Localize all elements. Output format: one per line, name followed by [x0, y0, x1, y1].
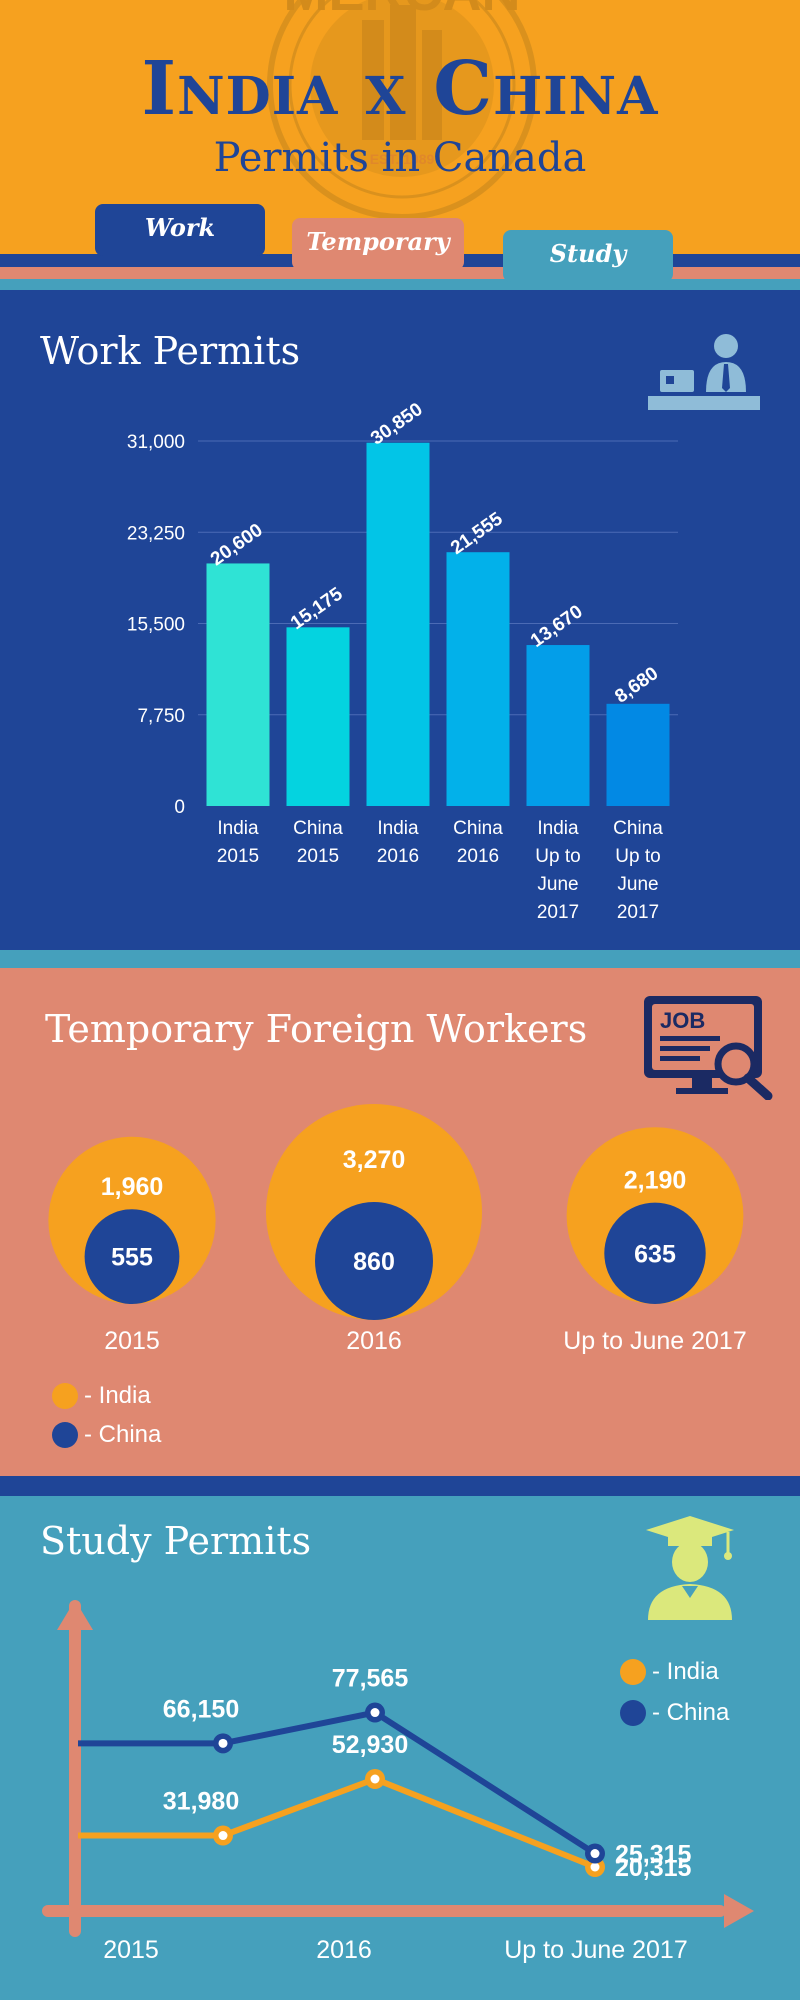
- page-subtitle: Permits in Canada: [213, 135, 587, 181]
- legend-swatch-india: [52, 1383, 78, 1409]
- x-tick-label: India Up to June 2017: [535, 818, 580, 923]
- bar-value-label: 30,850: [367, 399, 427, 450]
- bubble-china: [84, 1209, 180, 1304]
- x-tick-label: Up to June 2017: [504, 1936, 687, 1964]
- study-permits-line-chart: 31,980 52,930 20,315 66,150 77,565 25,315 2015…: [42, 1600, 754, 1964]
- y-axis-arrow: [57, 1600, 93, 1630]
- work-permits-section: Work Permits 0 7,750 15,500 23,250 31,000 20,…: [0, 290, 800, 950]
- x-axis-arrow: [724, 1894, 754, 1928]
- y-tick-label: 31,000: [127, 432, 185, 453]
- bubble-value-china: 860: [353, 1248, 395, 1276]
- bubble-value-india: 2,190: [624, 1167, 687, 1195]
- tab-temporary[interactable]: Temporary: [292, 218, 464, 270]
- study-legend-label-china: - China: [652, 1699, 730, 1726]
- x-tick-label: India 2016: [377, 818, 419, 867]
- study-section-title: Study Permits: [40, 1519, 312, 1563]
- bubble-china: [604, 1202, 706, 1304]
- person-at-desk-icon: [648, 334, 760, 410]
- bubble-value-china: 635: [634, 1240, 676, 1268]
- x-tick-label: 2015: [103, 1936, 159, 1964]
- study-legend-item-india: - India: [620, 1658, 719, 1686]
- series-point-center: [590, 1849, 600, 1859]
- category-label: 2016: [346, 1327, 402, 1355]
- series-point-center: [590, 1862, 600, 1872]
- mercan-seal-logo: MERCAN EST. 1989: [267, 0, 537, 220]
- bar: [526, 645, 590, 806]
- page-title: India x China: [141, 46, 659, 132]
- study-legend-swatch-india: [620, 1659, 646, 1685]
- temporary-workers-bubble-chart: 555 1,960 2015 860 3,270 2016 635 2,190 Up to Ju…: [48, 1104, 747, 1355]
- svg-text:EST. 1989: EST. 1989: [370, 151, 435, 167]
- legend-label-china: - China: [84, 1421, 162, 1448]
- bar-value-label: 20,600: [207, 520, 267, 571]
- bubble-value-india: 1,960: [101, 1173, 164, 1201]
- x-tick-label: China 2016: [453, 818, 503, 867]
- bubble-value-india: 3,270: [343, 1146, 406, 1174]
- x-tick-label: India 2015: [217, 818, 259, 867]
- point-value-label: 25,315: [615, 1841, 692, 1869]
- bar: [366, 442, 430, 806]
- job-search-icon: JOB: [644, 996, 773, 1100]
- bar-value-label: 13,670: [527, 601, 587, 652]
- x-tick-label: 2016: [316, 1936, 372, 1964]
- y-tick-label: 15,500: [127, 615, 185, 636]
- bar: [206, 563, 270, 806]
- graduate-icon: [646, 1516, 734, 1620]
- work-permits-bar-chart: 0 7,750 15,500 23,250 31,000 20,600 India 2015 1…: [127, 399, 678, 923]
- header-stripe-teal: [0, 279, 800, 290]
- tab-work[interactable]: Work: [95, 204, 265, 256]
- x-tick-label: China 2015: [293, 818, 343, 867]
- svg-text:JOB: JOB: [660, 1008, 705, 1033]
- bar: [446, 552, 510, 806]
- divider-navy: [0, 1476, 800, 1496]
- series-line-india: [78, 1776, 597, 1870]
- tab-study[interactable]: Study: [503, 230, 673, 282]
- study-permits-section: Study Permits 31,980 52,930 20,315 66,150 77…: [0, 1496, 800, 2000]
- y-tick-label: 0: [174, 797, 185, 818]
- temporary-workers-section: Temporary Foreign Workers JOB 555 1,960 20…: [0, 968, 800, 1476]
- legend-item-india: - India: [52, 1382, 151, 1410]
- svg-text:MERCAN: MERCAN: [284, 0, 521, 22]
- point-value-label: 66,150: [163, 1695, 239, 1723]
- bubble-value-china: 555: [111, 1244, 153, 1272]
- study-legend-label-india: - India: [652, 1658, 719, 1685]
- bar-value-label: 21,555: [447, 508, 507, 559]
- bubble-china: [315, 1202, 433, 1320]
- series-point-center: [370, 1774, 380, 1784]
- work-section-title: Work Permits: [40, 329, 301, 373]
- series-point-center: [218, 1738, 228, 1748]
- temporary-section-title: Temporary Foreign Workers: [45, 1007, 588, 1051]
- x-tick-label: China Up to June 2017: [613, 818, 663, 923]
- point-value-label: 52,930: [332, 1731, 408, 1759]
- study-legend-item-china: - China: [620, 1699, 729, 1727]
- bar-value-label: 8,680: [611, 663, 662, 707]
- point-value-label: 77,565: [332, 1665, 409, 1693]
- y-tick-label: 7,750: [137, 706, 185, 727]
- category-label: Up to June 2017: [563, 1327, 746, 1355]
- bar-value-label: 15,175: [287, 583, 347, 634]
- legend-swatch-china: [52, 1422, 78, 1448]
- point-value-label: 20,315: [615, 1854, 692, 1882]
- legend-label-india: - India: [84, 1382, 151, 1409]
- bar: [286, 627, 350, 806]
- divider-teal: [0, 950, 800, 968]
- y-tick-label: 23,250: [127, 523, 185, 544]
- study-legend-swatch-china: [620, 1700, 646, 1726]
- legend-item-china: - China: [52, 1421, 161, 1449]
- series-point-center: [370, 1708, 380, 1718]
- point-value-label: 31,980: [163, 1788, 239, 1816]
- series-line-china: [78, 1709, 597, 1857]
- series-point-center: [218, 1831, 228, 1841]
- bar: [606, 703, 670, 806]
- category-label: 2015: [104, 1327, 160, 1355]
